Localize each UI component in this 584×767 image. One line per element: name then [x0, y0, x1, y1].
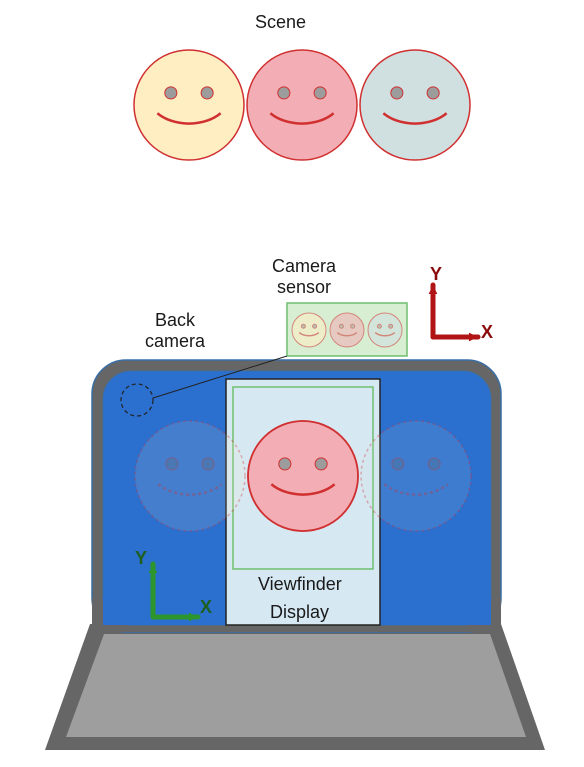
label-camera-sensor: Camera sensor: [272, 256, 336, 298]
scene-face-1: [247, 50, 357, 160]
axis-display-x-label: X: [200, 597, 212, 618]
sensor-face-0: [292, 313, 326, 347]
axis-sensor-x-label: X: [481, 322, 493, 343]
diagram-canvas: [0, 0, 584, 767]
axis-sensor-y-label: Y: [430, 264, 442, 285]
scene-faces: [134, 50, 470, 160]
display-face-2: [361, 421, 471, 531]
scene-face-2: [360, 50, 470, 160]
label-viewfinder: Viewfinder: [258, 574, 342, 595]
label-scene: Scene: [255, 12, 306, 33]
sensor-face-1: [330, 313, 364, 347]
axis-display-y-label: Y: [135, 548, 147, 569]
scene-face-0: [134, 50, 244, 160]
phone-keyboard: [66, 634, 526, 737]
display-face-0: [135, 421, 245, 531]
label-back-camera: Back camera: [145, 310, 205, 352]
sensor-axes: [429, 285, 478, 341]
sensor-face-2: [368, 313, 402, 347]
label-display: Display: [270, 602, 329, 623]
display-face-center: [248, 421, 358, 531]
camera-sensor: [287, 303, 407, 356]
